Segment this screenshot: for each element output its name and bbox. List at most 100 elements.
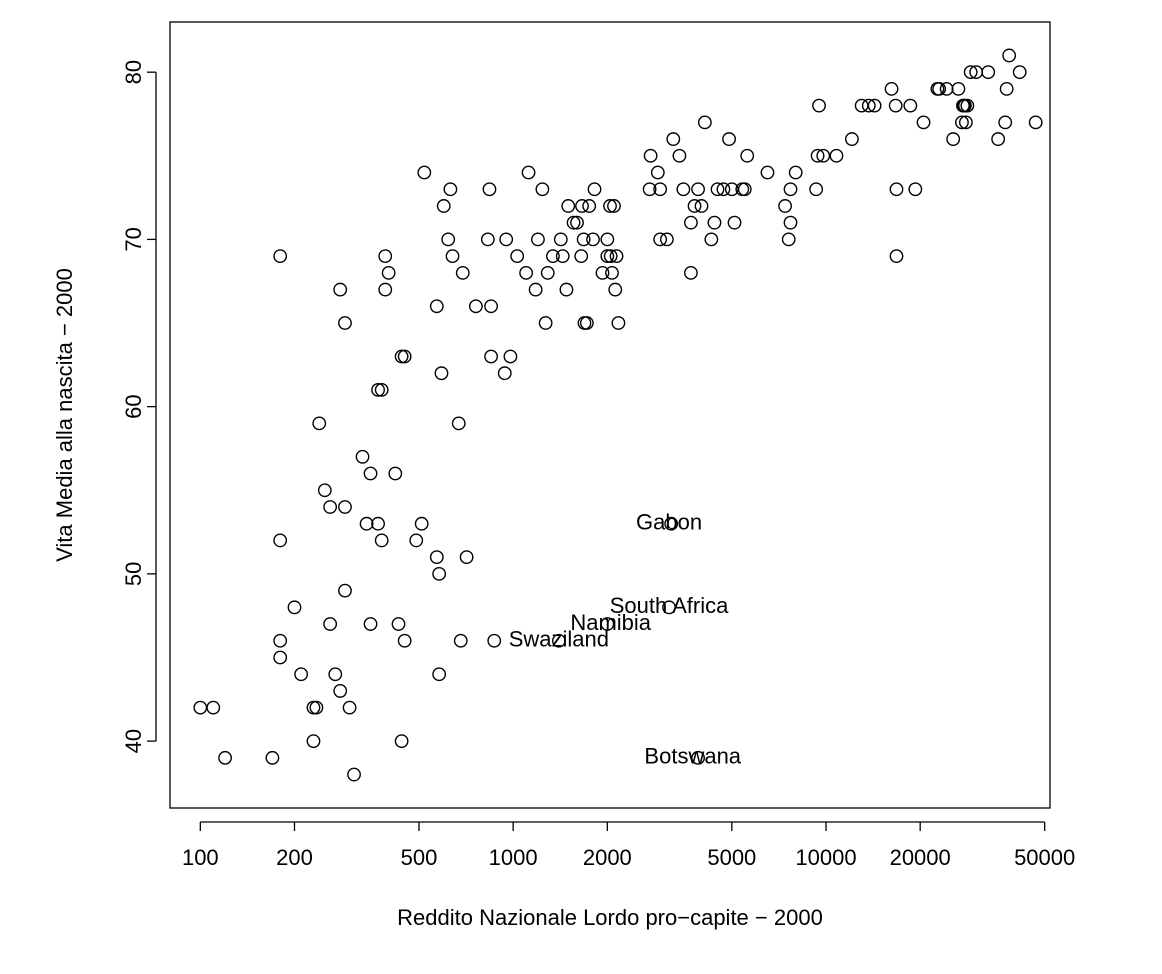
data-point xyxy=(854,98,869,113)
x-tick-label: 10000 xyxy=(795,845,856,870)
data-point xyxy=(991,132,1006,146)
data-point xyxy=(323,500,338,514)
data-point xyxy=(600,232,615,247)
data-point xyxy=(455,265,470,280)
data-point xyxy=(981,65,996,80)
data-point xyxy=(497,366,512,381)
data-point xyxy=(600,617,615,631)
data-point xyxy=(916,115,931,130)
point-annotation: South Africa xyxy=(610,593,729,618)
x-tick-label: 500 xyxy=(401,845,438,870)
data-point xyxy=(999,81,1014,96)
data-point xyxy=(540,265,555,280)
data-points xyxy=(193,48,1043,782)
data-point xyxy=(650,165,665,180)
data-point xyxy=(951,81,966,96)
x-tick-label: 1000 xyxy=(489,845,538,870)
data-point xyxy=(574,249,589,264)
data-point xyxy=(561,199,576,213)
data-point xyxy=(359,516,374,531)
data-point xyxy=(908,182,923,197)
data-point xyxy=(443,182,458,197)
data-point xyxy=(391,617,406,631)
data-point xyxy=(605,265,619,280)
x-tick-label: 50000 xyxy=(1014,845,1075,870)
data-point xyxy=(417,165,432,180)
x-axis-title: Reddito Nazionale Lordo pro−capite − 200… xyxy=(397,905,823,930)
data-point xyxy=(1002,48,1017,63)
data-point xyxy=(586,232,600,247)
data-point xyxy=(963,65,978,80)
data-point xyxy=(503,349,518,364)
data-point xyxy=(306,734,321,749)
data-point xyxy=(553,232,568,247)
data-point xyxy=(309,700,324,715)
data-point xyxy=(939,81,954,96)
data-point xyxy=(333,282,348,297)
data-point xyxy=(722,132,736,146)
data-point xyxy=(740,148,755,163)
data-point xyxy=(338,500,352,514)
data-point xyxy=(783,215,798,230)
data-point xyxy=(312,416,327,431)
data-point xyxy=(716,182,731,197)
data-point xyxy=(480,232,495,247)
x-tick-label: 5000 xyxy=(707,845,756,870)
data-point xyxy=(363,617,378,631)
data-point xyxy=(861,98,876,113)
data-point xyxy=(218,750,232,765)
data-point xyxy=(265,750,280,765)
data-point xyxy=(273,249,288,264)
data-point xyxy=(374,383,389,397)
data-point xyxy=(551,633,566,648)
data-point xyxy=(193,700,208,715)
data-point xyxy=(575,199,589,213)
data-point xyxy=(659,232,674,247)
data-point xyxy=(664,516,679,531)
data-point xyxy=(662,600,676,615)
data-point xyxy=(570,215,584,230)
data-point xyxy=(459,550,474,565)
data-point xyxy=(694,199,709,213)
data-point xyxy=(510,249,525,264)
data-point xyxy=(704,232,719,247)
data-point xyxy=(323,617,338,631)
data-point xyxy=(955,115,969,130)
data-point xyxy=(609,249,624,264)
data-point xyxy=(338,316,352,330)
y-tick-label: 70 xyxy=(121,227,146,251)
data-point xyxy=(394,734,409,749)
data-point xyxy=(998,115,1013,130)
data-point xyxy=(958,115,973,130)
data-point xyxy=(429,550,444,565)
data-point xyxy=(760,165,775,180)
y-tick-label: 40 xyxy=(121,729,146,753)
data-point xyxy=(809,182,824,197)
data-point xyxy=(378,282,393,297)
data-point xyxy=(499,232,514,247)
data-point xyxy=(582,199,597,213)
data-point xyxy=(363,466,378,481)
data-point xyxy=(845,132,859,146)
x-axis: 100 200 500 1000 2000 5000 10000 20000 50000 xyxy=(182,821,1075,870)
data-point xyxy=(643,148,658,163)
data-point xyxy=(381,265,396,280)
data-point xyxy=(884,81,899,96)
data-point xyxy=(600,249,615,264)
data-point xyxy=(521,165,536,180)
data-point xyxy=(697,115,712,130)
data-point xyxy=(566,215,581,230)
data-point xyxy=(294,667,309,682)
data-point xyxy=(374,533,389,548)
data-point xyxy=(429,299,444,314)
data-point xyxy=(378,249,393,264)
data-point xyxy=(555,249,570,264)
y-axis: 40 50 60 70 80 xyxy=(121,60,157,753)
data-point xyxy=(535,182,550,197)
data-point xyxy=(867,98,882,113)
data-point xyxy=(653,182,668,197)
data-point xyxy=(445,249,460,264)
data-point xyxy=(810,148,825,163)
data-point xyxy=(546,249,560,264)
